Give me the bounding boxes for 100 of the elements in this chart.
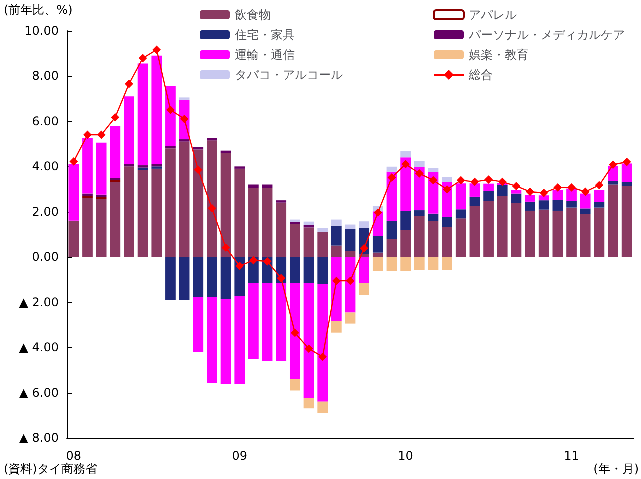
bar xyxy=(414,257,425,270)
x-axis-title: (年・月) xyxy=(594,462,640,476)
bar xyxy=(220,153,232,258)
bar xyxy=(372,252,384,258)
bar xyxy=(428,257,439,270)
bar xyxy=(456,210,466,219)
point xyxy=(388,174,396,182)
bar xyxy=(484,191,494,202)
bar xyxy=(207,297,218,384)
bar xyxy=(124,96,134,164)
bar xyxy=(470,196,480,206)
bar xyxy=(207,257,218,298)
bar xyxy=(82,138,93,194)
text: (資料)タイ商務省 xyxy=(4,462,98,476)
bar xyxy=(442,257,452,270)
point xyxy=(84,131,92,140)
bar xyxy=(138,170,148,258)
bar xyxy=(552,200,564,211)
bar xyxy=(152,56,162,164)
bar xyxy=(372,257,384,272)
bar xyxy=(428,168,439,172)
point xyxy=(264,258,272,266)
bar xyxy=(538,210,550,258)
bar xyxy=(234,296,246,384)
bar xyxy=(622,186,632,258)
bar xyxy=(345,312,356,324)
y-tick-label: 8.00 xyxy=(32,69,59,84)
y-tick-label: 4.00 xyxy=(32,160,59,174)
y-tick-label: ▲ 6.00 xyxy=(19,386,59,400)
x-tick-label: 09 xyxy=(232,449,248,463)
point xyxy=(526,188,534,196)
bar xyxy=(359,222,370,228)
bar xyxy=(400,158,412,211)
point xyxy=(166,106,175,114)
point xyxy=(222,244,230,252)
point xyxy=(623,158,632,166)
bar xyxy=(276,202,287,258)
bar xyxy=(608,181,618,185)
bar xyxy=(594,190,605,202)
legend-label: パーソナル・メディカルケア xyxy=(468,28,625,42)
point xyxy=(125,80,134,88)
point xyxy=(582,188,590,196)
bar xyxy=(470,184,480,197)
point xyxy=(595,181,604,190)
bar xyxy=(248,188,259,258)
bar xyxy=(580,208,591,214)
bar xyxy=(414,210,425,216)
bar xyxy=(304,228,314,258)
bar xyxy=(82,198,93,258)
bar xyxy=(138,64,148,166)
bar xyxy=(608,184,618,258)
point xyxy=(98,131,106,140)
bar xyxy=(152,168,162,258)
bar xyxy=(290,379,300,391)
bar xyxy=(304,257,314,284)
bar xyxy=(193,297,204,353)
bar xyxy=(456,184,466,210)
bar xyxy=(386,221,398,240)
legend-label: 運輸・通信 xyxy=(235,48,295,62)
point xyxy=(346,277,354,286)
bar xyxy=(331,246,342,258)
bar xyxy=(566,208,577,258)
bar xyxy=(124,166,134,258)
bar xyxy=(525,202,536,211)
point xyxy=(305,344,314,353)
point xyxy=(512,182,520,190)
y-tick-label: 0.00 xyxy=(32,250,59,264)
bar xyxy=(428,221,439,258)
point xyxy=(374,208,382,217)
bar xyxy=(331,226,342,246)
bar xyxy=(110,126,121,178)
legend-label: 娯楽・教育 xyxy=(469,48,529,62)
bar xyxy=(96,199,107,258)
bar xyxy=(622,164,632,182)
bar xyxy=(594,202,605,208)
bar xyxy=(400,257,412,272)
bar xyxy=(608,166,618,182)
bar xyxy=(386,239,398,258)
bar xyxy=(594,208,605,258)
bar xyxy=(234,168,246,258)
point xyxy=(332,277,341,286)
point xyxy=(554,184,562,192)
y-axis-title: (前年比、%) xyxy=(4,3,73,17)
bar xyxy=(511,203,522,258)
bar xyxy=(484,184,494,192)
point xyxy=(111,114,120,122)
bar xyxy=(372,236,384,253)
bar xyxy=(304,283,314,398)
bar xyxy=(290,224,300,258)
y-tick-label: 10.00 xyxy=(24,24,59,38)
point xyxy=(484,176,493,184)
x-tick-label: 11 xyxy=(564,449,580,463)
bar xyxy=(386,257,398,272)
point xyxy=(277,274,286,282)
bar xyxy=(442,177,452,182)
bar xyxy=(580,214,591,258)
bar xyxy=(262,188,273,258)
y-tick-label: ▲ 8.00 xyxy=(19,431,59,445)
bar xyxy=(414,216,425,258)
point xyxy=(402,160,410,168)
